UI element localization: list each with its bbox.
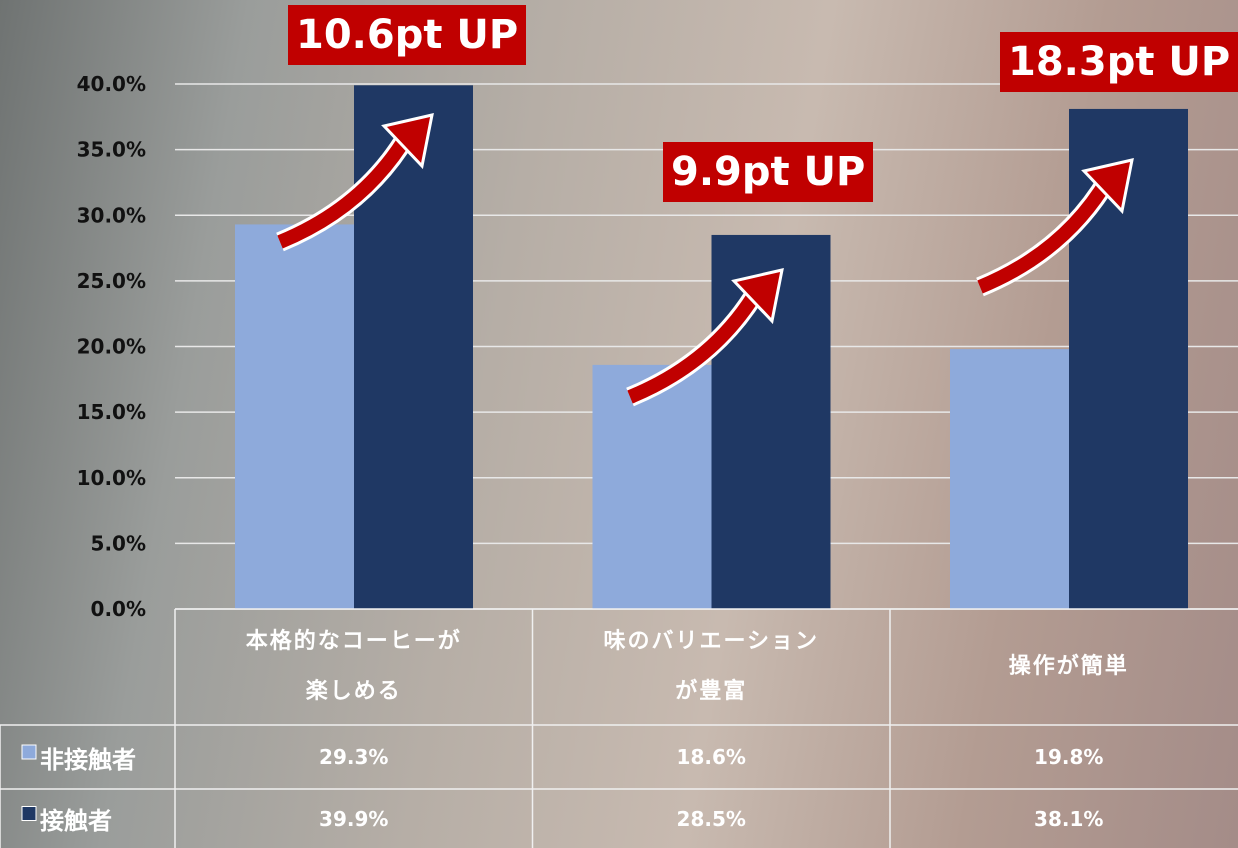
legend-swatch [22,745,36,759]
y-tick-label: 20.0% [77,335,146,359]
legend-label: 接触者 [40,789,175,848]
page: 0.0% 5.0% 10.0% 15.0% 20.0% 25.0% 30.0% 35.0% 40… [0,0,1238,848]
bar [235,224,354,609]
y-tick-label: 15.0% [77,400,146,424]
bar [950,349,1069,609]
y-tick-label: 30.0% [77,203,146,227]
value-label: 18.6% [533,725,891,789]
annotation: 10.6pt UP [288,5,526,65]
y-tick-label: 40.0% [77,72,146,96]
annotation: 18.3pt UP [1000,32,1238,92]
category-label: 操作が簡単 [890,609,1238,725]
value-label: 28.5% [533,789,891,848]
annotation: 9.9pt UP [663,142,873,202]
bar [354,85,473,609]
legend-swatch [22,807,36,821]
bar [593,365,712,609]
y-tick-label: 35.0% [77,138,146,162]
category-label: 本格的なコーヒーが 楽しめる [175,609,533,725]
y-tick-label: 0.0% [91,597,146,621]
y-tick-label: 10.0% [77,466,146,490]
category-label: 味のバリエーション が豊富 [533,609,891,725]
value-label: 38.1% [890,789,1238,848]
value-label: 19.8% [890,725,1238,789]
y-tick-label: 5.0% [91,531,146,555]
legend-label: 非接触者 [40,725,175,789]
value-label: 29.3% [175,725,533,789]
value-label: 39.9% [175,789,533,848]
y-tick-label: 25.0% [77,269,146,293]
